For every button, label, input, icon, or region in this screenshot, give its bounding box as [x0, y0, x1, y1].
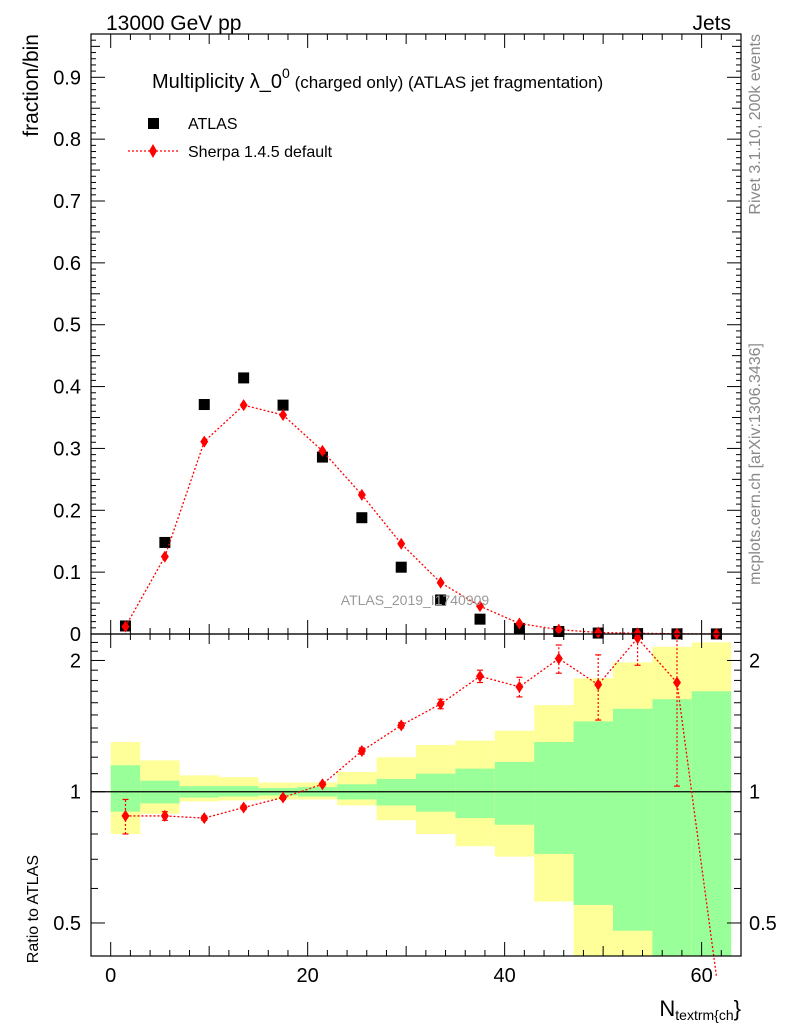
sherpa-point [594, 626, 603, 639]
sherpa-point [476, 600, 485, 613]
x-axis-label: Ntextrm{ch} [659, 996, 741, 1023]
sherpa-point [554, 623, 563, 636]
ratio-data-layer [121, 632, 718, 977]
sherpa-ratio-point [200, 812, 209, 825]
ratio-frame [90, 633, 742, 957]
sherpa-point [160, 550, 169, 563]
sherpa-ratio-point [160, 809, 169, 822]
ratio-y-tick-label: 1 [70, 782, 81, 804]
sherpa-line [124, 404, 717, 635]
y-tick-label: 0.7 [53, 191, 81, 213]
x-axis-label-end: } [734, 996, 741, 1021]
chart-title-main: Multiplicity λ_0 [152, 71, 282, 93]
green-band-bin [455, 768, 495, 819]
y-tick-label: 0.6 [53, 253, 81, 275]
x-tick-label: 20 [297, 965, 319, 987]
green-band-bin [110, 765, 141, 812]
atlas-point [198, 399, 210, 411]
sherpa-ratio-point [397, 719, 406, 732]
y-tick-label: 0.1 [53, 562, 81, 584]
sherpa-point [279, 409, 288, 422]
sherpa-ratio-point [239, 801, 248, 814]
atlas-point [474, 613, 486, 625]
legend-label-atlas: ATLAS [188, 116, 238, 133]
atlas-point [238, 372, 250, 384]
sherpa-ratio-point [318, 778, 327, 791]
ratio-y-axis-label: Ratio to ATLAS [25, 855, 42, 963]
sherpa-ratio-line [125, 637, 718, 977]
sherpa-point [200, 435, 209, 448]
sherpa-point [121, 620, 130, 633]
green-band-bin [494, 761, 535, 825]
legend: ATLAS Sherpa 1.4.5 default [128, 116, 333, 161]
ratio-y-tick-label: 0.5 [53, 913, 81, 935]
sherpa-point [239, 399, 248, 412]
sherpa-point [515, 617, 524, 630]
ratio-y-tick-label-right: 0.5 [749, 913, 777, 935]
legend-marker-atlas [148, 118, 159, 129]
sherpa-ratio-point [476, 670, 485, 683]
x-tick-label: 60 [690, 965, 712, 987]
ratio-y-tick-label-right: 2 [749, 650, 760, 672]
sherpa-ratio-point [436, 697, 445, 710]
x-tick-label: 0 [105, 965, 116, 987]
sherpa-point [318, 444, 327, 457]
x-tick-label: 40 [494, 965, 516, 987]
header-right: Jets [692, 12, 731, 35]
header-left: 13000 GeV pp [106, 12, 241, 35]
chart-title-sup: 0 [282, 65, 290, 81]
chart-title: Multiplicity λ_00 (charged only) (ATLAS … [152, 65, 603, 93]
y-tick-label: 0.4 [53, 377, 81, 399]
atlas-point [356, 512, 368, 524]
rivet-label: Rivet 3.1.10, 200k events [747, 34, 764, 215]
x-axis-label-main: N [659, 996, 675, 1021]
sherpa-point [357, 488, 366, 501]
sherpa-point [436, 576, 445, 589]
y-tick-label: 0 [70, 624, 81, 646]
atlas-point [395, 561, 407, 573]
sherpa-ratio-point [633, 632, 642, 645]
analysis-watermark: ATLAS_2019_I1740909 [341, 592, 490, 608]
green-band-bin [534, 742, 574, 854]
sherpa-ratio-point [594, 678, 603, 691]
chart-title-rest: (charged only) (ATLAS jet fragmentation) [290, 73, 603, 92]
sherpa-ratio-point [554, 652, 563, 665]
legend-label-sherpa: Sherpa 1.4.5 default [188, 144, 333, 161]
sherpa-ratio-point [672, 676, 681, 689]
sherpa-ratio-point [515, 680, 524, 693]
green-band-bin [652, 699, 692, 956]
y-tick-label: 0.8 [53, 129, 81, 151]
atlas-point [277, 399, 289, 411]
ratio-y-tick-label: 2 [70, 650, 81, 672]
atlas-point [435, 594, 447, 606]
ratio-y-tick-label-right: 1 [749, 782, 760, 804]
atlas-point [316, 451, 328, 463]
green-band-bin [573, 721, 613, 905]
x-axis-label-sub: textrm{ch [675, 1007, 733, 1023]
sherpa-ratio-point [357, 744, 366, 757]
green-band-bin [612, 708, 653, 931]
green-band-bin [691, 691, 732, 956]
sherpa-point [397, 537, 406, 550]
y-tick-label: 0.5 [53, 315, 81, 337]
green-band-bin [416, 773, 456, 812]
y-tick-label: 0.2 [53, 500, 81, 522]
legend-marker-sherpa [149, 144, 157, 158]
y-tick-label: 0.3 [53, 438, 81, 460]
sherpa-ratio-point [121, 809, 130, 822]
mcplots-label: mcplots.cern.ch [arXiv:1306.3436] [747, 343, 764, 585]
ratio-uncertainty-bands [91, 642, 741, 956]
y-axis-label: fraction/bin [20, 34, 43, 137]
sherpa-ratio-point [279, 791, 288, 804]
atlas-point [159, 536, 171, 548]
y-tick-label: 0.9 [53, 67, 81, 89]
